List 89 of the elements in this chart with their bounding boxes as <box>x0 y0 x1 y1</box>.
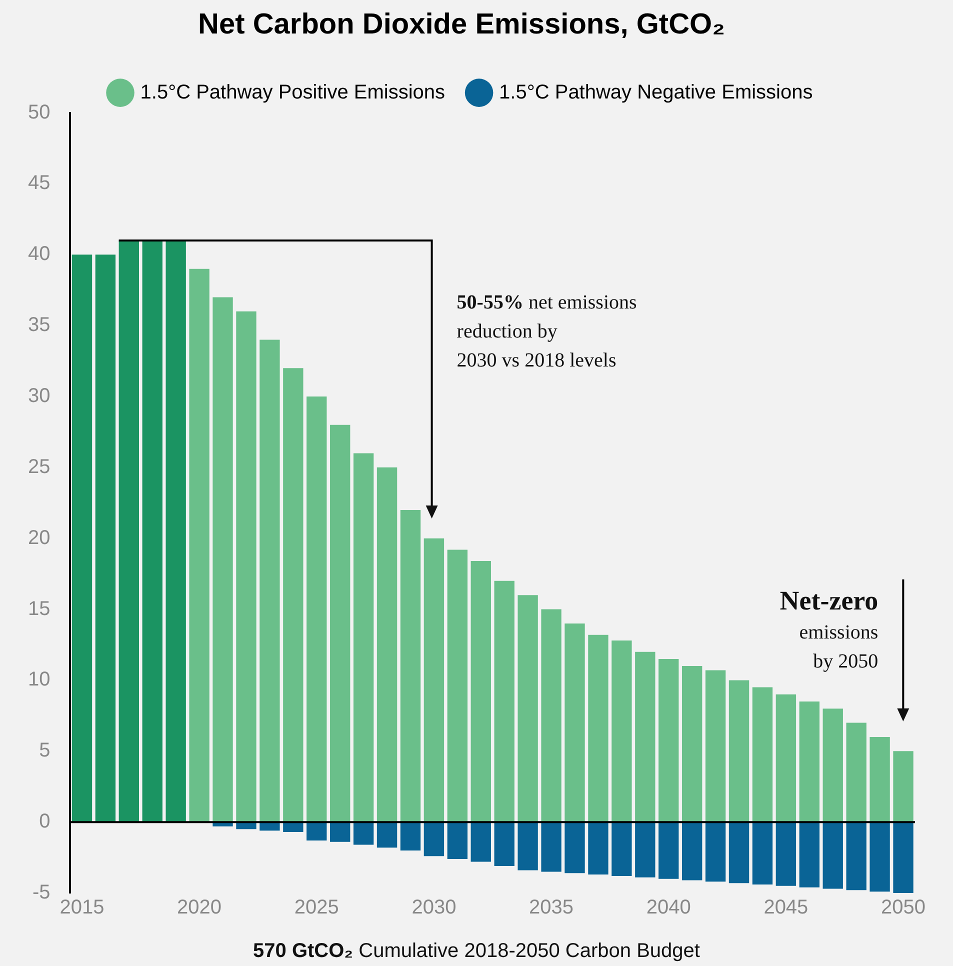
bar <box>752 822 773 884</box>
chart-title: Net Carbon Dioxide Emissions, GtCO₂ <box>198 8 725 40</box>
bar <box>846 722 866 822</box>
bar <box>635 822 656 878</box>
bar <box>635 652 656 822</box>
y-tick-label: 40 <box>28 243 50 266</box>
bar <box>95 254 116 822</box>
bar <box>799 701 820 822</box>
bar <box>283 822 304 832</box>
bar <box>893 822 914 893</box>
bar <box>447 822 468 859</box>
y-tick-label: 25 <box>28 456 50 478</box>
bar <box>682 666 702 822</box>
x-tick-label: 2020 <box>177 896 222 919</box>
bar <box>376 822 398 848</box>
bar <box>189 268 210 822</box>
bar <box>118 240 139 822</box>
bar <box>870 736 890 822</box>
bar <box>353 453 374 822</box>
x-tick-label: 2040 <box>646 896 691 919</box>
bar <box>728 680 750 822</box>
x-tick-label: 2025 <box>294 896 339 919</box>
annotation: Net-zero emissions by 2050 <box>780 585 878 672</box>
y-tick-label: 50 <box>28 101 50 124</box>
bar <box>588 634 608 822</box>
y-tick-label: -5 <box>32 882 50 904</box>
bar <box>212 297 233 822</box>
y-tick-label: 15 <box>28 598 50 620</box>
bar <box>166 240 186 822</box>
bar <box>142 240 162 822</box>
y-tick-label: 0 <box>39 810 50 833</box>
bar <box>564 623 585 822</box>
y-tick-label: 5 <box>39 740 50 762</box>
bar <box>822 822 843 889</box>
x-tick-label: 2035 <box>529 896 574 919</box>
bar <box>846 822 866 890</box>
bar <box>705 670 726 822</box>
bar <box>306 822 327 841</box>
bar <box>424 822 444 856</box>
bar <box>776 694 796 822</box>
bar <box>518 595 538 822</box>
bar <box>612 640 632 822</box>
y-tick-label: 30 <box>28 385 50 408</box>
bar <box>400 510 421 822</box>
bar <box>658 822 679 879</box>
bar <box>612 822 632 876</box>
bar <box>400 822 421 850</box>
y-tick-label: 35 <box>28 314 50 336</box>
bar <box>682 822 702 880</box>
x-tick-label: 2030 <box>412 896 456 919</box>
bar <box>283 368 304 822</box>
bar <box>330 822 350 842</box>
bar <box>494 822 514 866</box>
bar <box>893 751 914 822</box>
bar <box>470 822 491 862</box>
bar <box>353 822 374 845</box>
bar <box>330 424 350 822</box>
bar <box>752 687 773 822</box>
bar <box>260 340 280 822</box>
bar <box>728 822 750 884</box>
bar <box>822 708 843 822</box>
bar <box>72 254 92 822</box>
legend-label: 1.5°C Pathway Positive Emissions <box>140 81 446 104</box>
bar <box>518 822 538 870</box>
x-tick-label: 2050 <box>881 896 926 919</box>
bar <box>588 822 608 875</box>
y-tick-label: 20 <box>28 526 50 549</box>
bar <box>541 822 562 872</box>
bar <box>376 467 398 822</box>
bar <box>470 561 491 822</box>
bar <box>541 609 562 822</box>
bar <box>658 658 679 822</box>
bar <box>564 822 585 874</box>
bar <box>447 550 468 822</box>
legend-label: 1.5°C Pathway Negative Emissions <box>499 81 813 104</box>
bar <box>776 822 796 886</box>
y-tick-label: 45 <box>28 172 50 194</box>
bar <box>870 822 890 892</box>
bar <box>705 822 726 882</box>
bar <box>306 396 327 822</box>
bar <box>424 538 444 822</box>
text: 570 GtCO₂ Cumulative 2018-2050 Carbon Budget <box>252 940 701 963</box>
x-tick-label: 2015 <box>60 896 104 919</box>
y-tick-label: 10 <box>28 668 50 691</box>
bar <box>799 822 820 888</box>
bar <box>494 580 514 822</box>
x-tick-label: 2045 <box>764 896 808 919</box>
bar <box>236 311 256 822</box>
annotation: 50-55% net emissions reduction by 2030 vs 2018 levels <box>456 291 638 372</box>
